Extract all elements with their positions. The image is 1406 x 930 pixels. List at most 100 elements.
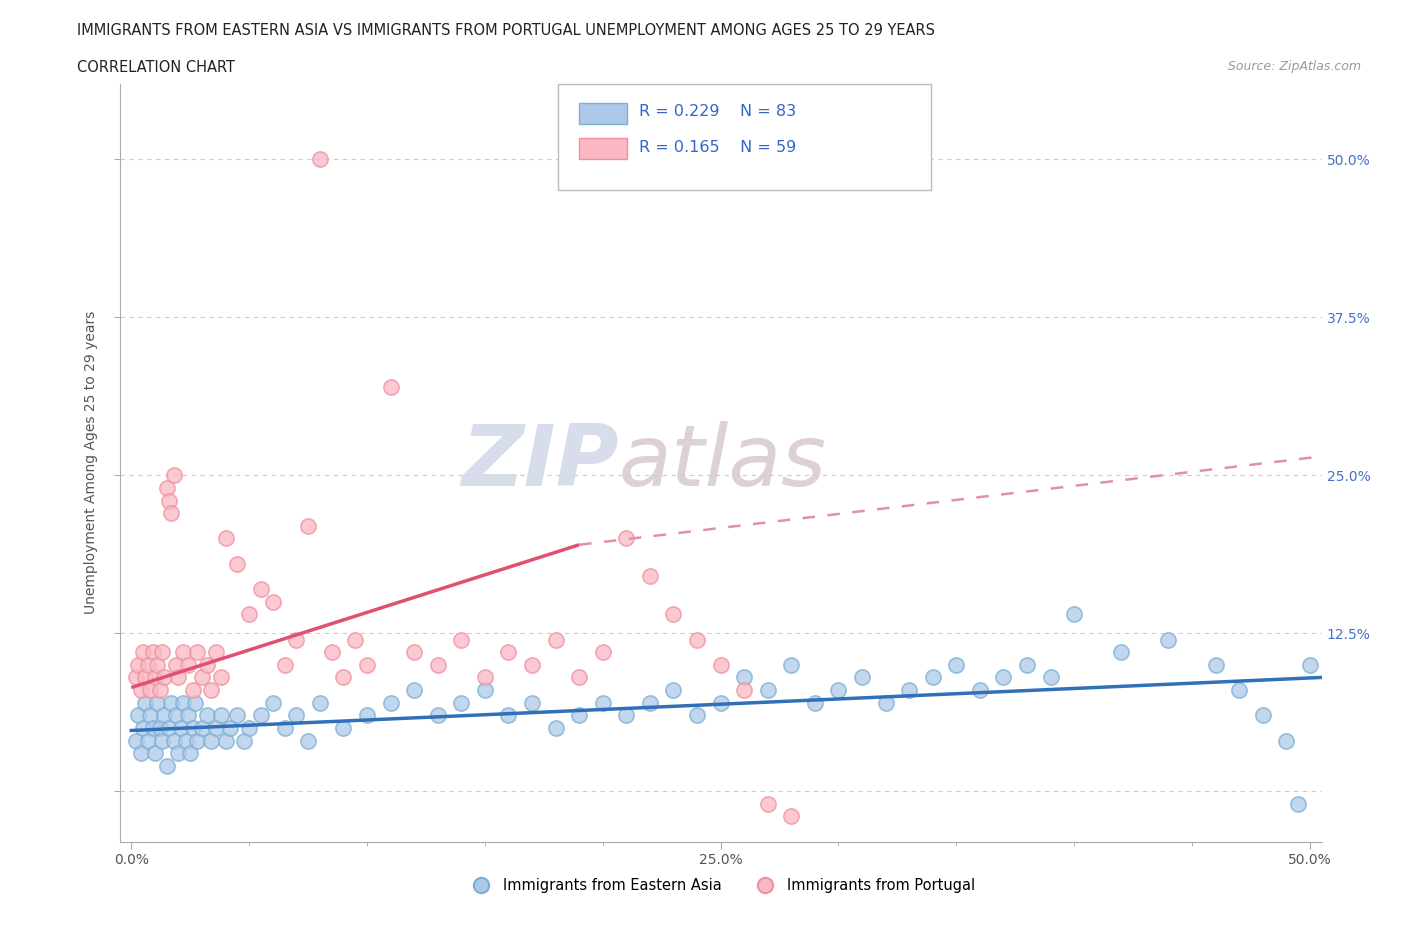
Point xyxy=(214,531,236,546)
Point xyxy=(143,746,166,761)
Point xyxy=(544,632,567,647)
Point xyxy=(127,658,149,672)
Point xyxy=(638,696,661,711)
Point xyxy=(356,708,378,723)
Point xyxy=(136,733,159,748)
Point xyxy=(945,658,967,672)
Text: IMMIGRANTS FROM EASTERN ASIA VS IMMIGRANTS FROM PORTUGAL UNEMPLOYMENT AMONG AGES: IMMIGRANTS FROM EASTERN ASIA VS IMMIGRAN… xyxy=(77,23,935,38)
Point xyxy=(125,670,148,684)
Point xyxy=(498,644,520,659)
Point xyxy=(233,733,256,748)
Point xyxy=(780,658,803,672)
Text: R = 0.165    N = 59: R = 0.165 N = 59 xyxy=(638,140,796,155)
Point xyxy=(136,658,159,672)
Point xyxy=(165,708,187,723)
Point xyxy=(181,683,204,698)
Point xyxy=(250,581,273,596)
Point xyxy=(167,746,190,761)
Point xyxy=(344,632,367,647)
Point xyxy=(321,644,343,659)
Point xyxy=(200,683,222,698)
Point xyxy=(186,644,208,659)
Point xyxy=(149,721,172,736)
Point xyxy=(174,733,197,748)
Point xyxy=(356,658,378,672)
Point xyxy=(332,670,354,684)
Point xyxy=(1111,644,1133,659)
Point xyxy=(139,708,162,723)
Point xyxy=(297,518,319,533)
Point xyxy=(262,594,284,609)
Point xyxy=(226,556,249,571)
Point xyxy=(149,683,172,698)
Point xyxy=(875,696,897,711)
Text: R = 0.229    N = 83: R = 0.229 N = 83 xyxy=(638,104,796,119)
Point xyxy=(156,481,179,496)
Point xyxy=(134,670,156,684)
Point xyxy=(332,721,354,736)
Point xyxy=(157,493,180,508)
Point xyxy=(250,708,273,723)
Point xyxy=(733,683,755,698)
Point xyxy=(177,708,200,723)
Point xyxy=(380,696,402,711)
Point xyxy=(172,696,194,711)
Point xyxy=(1251,708,1274,723)
Point xyxy=(756,683,779,698)
Text: CORRELATION CHART: CORRELATION CHART xyxy=(77,60,235,75)
Point xyxy=(141,644,163,659)
Point xyxy=(186,733,208,748)
Point xyxy=(474,683,496,698)
Point xyxy=(273,658,295,672)
Point xyxy=(474,670,496,684)
Point xyxy=(153,670,176,684)
Point xyxy=(498,708,520,723)
Point xyxy=(851,670,873,684)
Point xyxy=(150,644,173,659)
Point xyxy=(209,708,232,723)
Point xyxy=(132,644,155,659)
Point xyxy=(297,733,319,748)
Point xyxy=(710,696,733,711)
Point xyxy=(780,809,803,824)
Point xyxy=(160,506,183,521)
Point xyxy=(150,733,173,748)
Point xyxy=(205,644,228,659)
Point xyxy=(191,721,214,736)
Point xyxy=(163,468,186,483)
Point xyxy=(426,658,449,672)
Point xyxy=(756,796,779,811)
Legend: Immigrants from Eastern Asia, Immigrants from Portugal: Immigrants from Eastern Asia, Immigrants… xyxy=(460,872,981,898)
Point xyxy=(141,721,163,736)
Point xyxy=(662,683,685,698)
Point xyxy=(179,746,201,761)
Point xyxy=(898,683,921,698)
Point xyxy=(165,658,187,672)
Point xyxy=(184,696,207,711)
Point xyxy=(804,696,827,711)
Point xyxy=(1299,658,1322,672)
Point xyxy=(614,708,637,723)
Point xyxy=(568,670,591,684)
Point xyxy=(1039,670,1062,684)
Text: atlas: atlas xyxy=(619,421,827,504)
Bar xyxy=(579,102,627,124)
Point xyxy=(214,733,236,748)
Point xyxy=(146,658,169,672)
Point xyxy=(404,683,426,698)
Point xyxy=(544,721,567,736)
Text: Source: ZipAtlas.com: Source: ZipAtlas.com xyxy=(1227,60,1361,73)
Point xyxy=(132,721,155,736)
Point xyxy=(426,708,449,723)
Point xyxy=(160,696,183,711)
Point xyxy=(1157,632,1180,647)
Point xyxy=(285,708,308,723)
Point xyxy=(200,733,222,748)
Point xyxy=(127,708,149,723)
Point xyxy=(592,644,614,659)
Point xyxy=(520,696,543,711)
Point xyxy=(125,733,148,748)
Point xyxy=(177,658,200,672)
Point xyxy=(139,683,162,698)
Point xyxy=(662,607,685,622)
